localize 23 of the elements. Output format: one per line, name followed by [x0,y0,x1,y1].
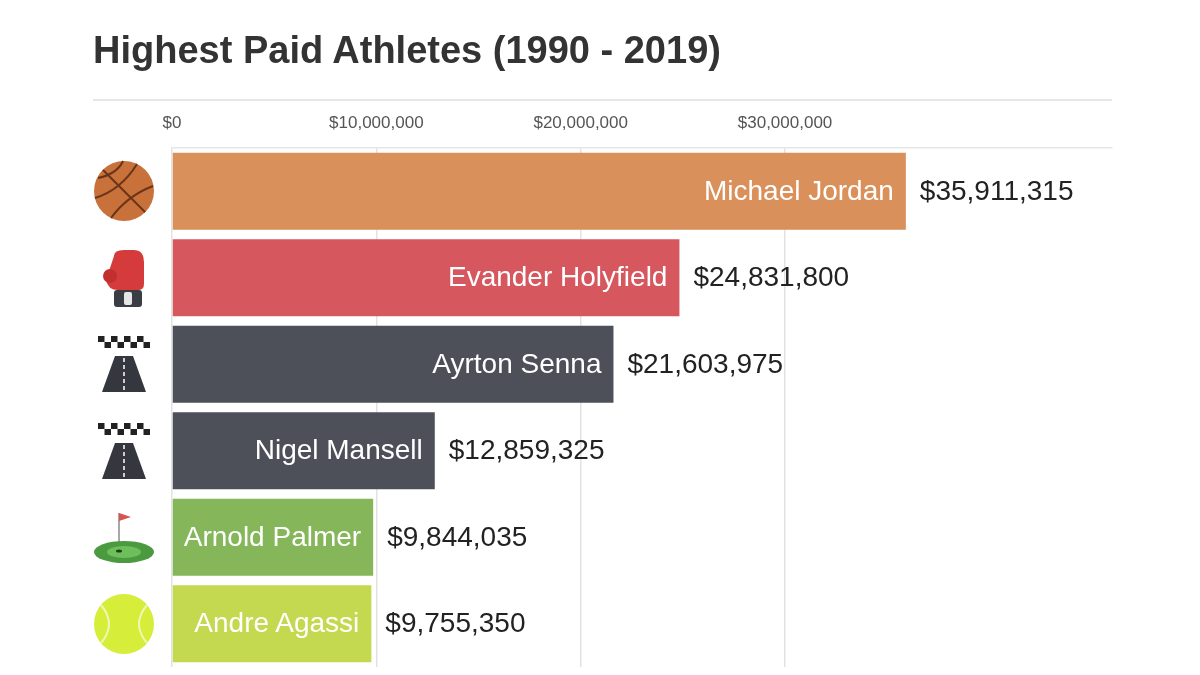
bar [172,585,372,663]
x-tick-label: $10,000,000 [329,113,424,133]
y-tick-label: Ayrton Senna [432,347,602,379]
data-label: $21,603,975 [627,347,784,379]
y-tick-label: Michael Jordan [703,174,894,206]
data-label: $12,859,325 [448,434,605,466]
bar [172,152,906,230]
data-label: $9,844,035 [387,520,528,552]
bar [172,498,374,576]
y-tick-label: Nigel Mansell [254,434,423,466]
data-label: $9,755,350 [385,607,526,639]
y-tick-label: Andre Agassi [194,607,360,639]
bar [172,239,680,317]
x-tick-label: $0 [162,113,182,133]
bar [172,412,435,490]
x-tick-label: $30,000,000 [737,113,833,133]
y-tick-label: Arnold Palmer [183,520,362,552]
data-label: $35,911,315 [919,174,1074,206]
data-label: $24,831,800 [693,261,850,293]
x-tick-label: $20,000,000 [533,113,628,133]
y-tick-label: Evander Holyfield [447,261,668,293]
bar [172,325,614,403]
chart-title: Highest Paid Athletes (1990 - 2019) [93,28,721,73]
